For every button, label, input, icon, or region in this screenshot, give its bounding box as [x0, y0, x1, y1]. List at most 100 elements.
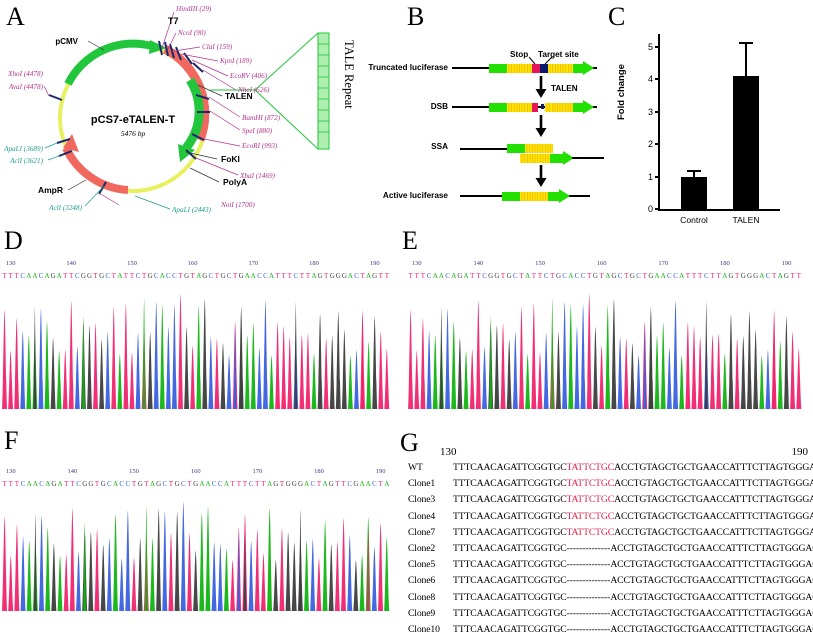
base-call: T: [64, 480, 69, 488]
base-call: T: [716, 272, 721, 280]
alignment-row-name: Clone6: [408, 575, 436, 587]
base-call: C: [562, 272, 567, 280]
site-label-hindiii: HindIII (29): [175, 5, 212, 13]
base-call: A: [113, 480, 119, 488]
base-call: T: [599, 272, 604, 280]
base-call: T: [685, 272, 690, 280]
base-call: G: [353, 480, 359, 488]
site-label-xbai: XbaI (1469): [239, 172, 276, 180]
base-call: T: [279, 480, 285, 488]
alignment-row-name: Clone2: [408, 543, 436, 554]
site-label-avai: AvaI (4478): [8, 83, 44, 91]
alignment-row-name: Clone3: [408, 494, 436, 506]
base-call: T: [335, 480, 340, 488]
ruler-tick-label: 190: [369, 260, 380, 267]
alignment-row-name: Clone9: [408, 607, 436, 619]
repeat-yellow-left-row2: [507, 103, 532, 112]
base-call: A: [45, 480, 51, 488]
alignment-end-number: 190: [791, 446, 809, 458]
base-call: T: [624, 272, 629, 280]
base-call: C: [135, 272, 141, 280]
base-call: A: [223, 480, 230, 488]
feature-label-talen: TALEN: [225, 91, 253, 101]
panel-c-letter: C: [608, 2, 626, 31]
alignment-row-sequence: TTTCAACAGATTCGGTGCTATTCTGCACCTGTAGCTGCTG…: [453, 478, 813, 490]
base-call: G: [80, 272, 86, 280]
site-label-nhei: NheI (626): [237, 86, 270, 94]
base-call: G: [137, 480, 143, 488]
arrow-down-talen: [535, 76, 547, 98]
chart-error-cap: [739, 41, 753, 44]
feature-label-polya: PolyA: [223, 177, 247, 187]
base-call: G: [317, 272, 323, 280]
arrowhead-row2: [583, 100, 594, 114]
base-call: T: [771, 272, 777, 280]
site-label-clai: ClaI (159): [202, 43, 233, 51]
repeat-yellow-right-row2: [545, 103, 573, 112]
base-call: T: [190, 272, 195, 280]
feature-label-pcmv: pCMV: [55, 37, 78, 46]
chromatogram-trace-d: [0, 283, 398, 411]
base-call: T: [111, 272, 116, 280]
base-call: T: [698, 272, 703, 280]
base-call: C: [105, 272, 111, 280]
base-call: C: [310, 480, 316, 488]
target-site-label: Target site: [538, 50, 579, 59]
base-call: T: [14, 272, 19, 280]
base-call: A: [654, 272, 660, 280]
base-call: C: [218, 480, 223, 488]
site-label-ncoi: NcoI (90): [177, 29, 206, 37]
talen-arrow-label: TALEN: [551, 84, 578, 93]
site-label-acli-3248: AclI (3248): [48, 204, 83, 212]
base-call: T: [187, 480, 192, 488]
base-call: T: [230, 480, 235, 488]
alignment-start-number: 130: [440, 446, 457, 458]
alignment-row: Clone7 TTTCAACAGATTCGGTGCTATTCTGCACCTGTAG…: [408, 527, 813, 543]
base-call: T: [587, 272, 592, 280]
base-call: G: [50, 272, 56, 280]
ruler-tick-label: 170: [252, 468, 263, 475]
base-call: G: [82, 480, 88, 488]
feature-label-ampr: AmpR: [38, 185, 63, 195]
dna-line-row3-right: [572, 157, 604, 160]
base-call: G: [291, 480, 297, 488]
base-call: A: [56, 272, 62, 280]
base-call: G: [753, 272, 759, 280]
ruler-tick-label: 130: [5, 468, 16, 475]
base-call: C: [125, 480, 131, 488]
alignment-row: Clone5 TTTCAACAGATTCGGTGC--------------AC…: [408, 559, 813, 575]
base-call: T: [123, 272, 129, 280]
chart-error-bar: [693, 171, 695, 177]
ruler-tick-label: 190: [781, 260, 792, 267]
panel-f-letter: F: [4, 426, 19, 455]
plasmid-size-label: 5476 bp: [121, 129, 146, 138]
base-call: C: [162, 480, 168, 488]
base-call: G: [174, 480, 180, 488]
chart-y-tick-label: 2: [647, 139, 653, 150]
base-call: C: [293, 272, 299, 280]
base-call: T: [341, 480, 346, 488]
panel-b-ssa-diagram: B Truncated luciferase Stop Target site …: [362, 0, 604, 232]
base-call: C: [166, 272, 171, 280]
base-call: A: [525, 272, 531, 280]
ruler-tick-label: 170: [248, 260, 259, 267]
ruler-tick-label: 160: [187, 260, 198, 267]
base-call: G: [629, 272, 635, 280]
base-call: C: [208, 272, 214, 280]
base-call: T: [255, 480, 260, 488]
base-call: A: [205, 480, 211, 488]
alignment-row-sequence: TTTCAACAGATTCGGTGC--------------ACCTGTAG…: [453, 624, 813, 635]
site-label-noti: NotI (1700): [220, 201, 255, 209]
chart-y-tick-label: 3: [647, 106, 653, 117]
base-call: T: [69, 272, 74, 280]
ruler-tick-label: 160: [190, 468, 201, 475]
alignment-row-sequence: TTTCAACAGATTCGGTGCTATTCTGCACCTGTAGCTGCTG…: [453, 494, 813, 506]
base-call: G: [156, 480, 162, 488]
row-label-ssa: SSA: [431, 142, 448, 151]
base-call: T: [94, 480, 100, 488]
base-call: C: [636, 272, 641, 280]
base-call: G: [193, 480, 199, 488]
base-call: G: [273, 480, 279, 488]
base-call: A: [304, 480, 310, 488]
